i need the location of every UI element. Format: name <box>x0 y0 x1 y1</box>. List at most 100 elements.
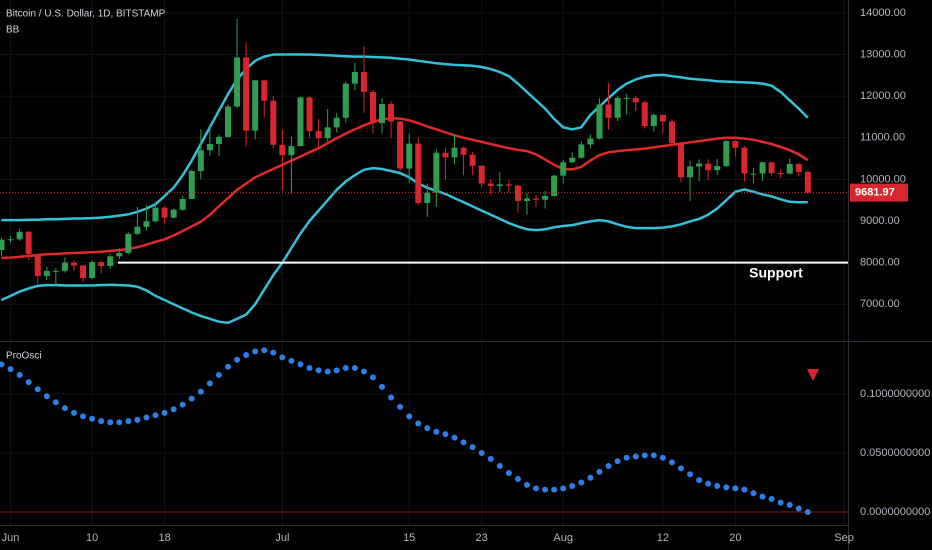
candle-body <box>197 150 204 172</box>
oscillator-dot <box>668 459 675 466</box>
candle-body <box>379 104 386 124</box>
candle-body <box>687 166 694 178</box>
oscillator-dot <box>433 428 440 435</box>
y-tick-label: 7000.00 <box>860 298 900 310</box>
candle-body <box>80 265 87 278</box>
y-tick-label: 8000.00 <box>860 257 900 269</box>
candle-body <box>587 138 594 145</box>
oscillator-dot <box>225 363 231 370</box>
y-tick-label: 11000.00 <box>860 132 905 144</box>
candle-body <box>750 173 757 175</box>
candle-body <box>70 262 77 266</box>
candle-body <box>804 171 811 193</box>
oscillator-dot <box>134 416 141 423</box>
oscillator-dot <box>614 458 621 465</box>
candle-body <box>623 97 630 99</box>
x-tick-label: 23 <box>476 532 488 544</box>
candle-body <box>98 262 105 266</box>
oscillator-dot <box>206 380 213 387</box>
oscillator-dot <box>487 455 494 462</box>
candle-body <box>225 106 231 137</box>
candle-body <box>605 104 612 118</box>
signal-arrow <box>807 369 819 381</box>
oscillator-dot <box>342 364 349 371</box>
oscillator-dot <box>270 349 277 356</box>
oscillator-dot <box>542 486 549 493</box>
candle-body <box>152 207 159 222</box>
candle-body <box>143 221 150 227</box>
candle-body <box>741 147 748 174</box>
candle-body <box>351 71 358 84</box>
candle-body <box>786 163 793 174</box>
oscillator-dot <box>16 372 23 379</box>
candle-body <box>188 171 195 199</box>
candle-body <box>297 97 304 147</box>
oscillator-dot <box>360 368 367 375</box>
oscillator-dot <box>107 419 114 426</box>
oscillator-dot <box>768 496 775 503</box>
y-tick-label: 0.0000000000 <box>860 506 930 518</box>
candle-body <box>424 192 431 204</box>
last-price-box <box>850 183 908 202</box>
candle-body <box>306 97 313 132</box>
candle-body <box>52 270 59 272</box>
x-tick-label: 15 <box>403 532 415 544</box>
oscillator-dot <box>288 357 295 364</box>
candle-body <box>659 114 666 122</box>
candle-body <box>61 262 68 271</box>
candle-body <box>514 185 521 202</box>
oscillator-dot <box>451 434 458 441</box>
x-tick-label: 18 <box>158 532 170 544</box>
candle-body <box>107 256 114 266</box>
y-tick-label: 13000.00 <box>860 48 906 60</box>
candle-body <box>397 121 404 169</box>
candle-body <box>560 162 567 176</box>
candle-body <box>25 231 32 254</box>
oscillator-dot <box>786 501 793 508</box>
oscillator-dot <box>333 367 340 374</box>
candle-body <box>650 114 657 127</box>
candle-body <box>795 163 802 172</box>
oscillator-dot <box>424 425 431 432</box>
y-tick-label: 9000.00 <box>860 215 900 227</box>
oscillator-dot <box>596 468 603 475</box>
x-tick-label: 20 <box>729 532 741 544</box>
candle-body <box>243 57 250 131</box>
oscillator-dot <box>89 415 96 422</box>
candle-body <box>333 117 340 128</box>
oscillator-dot <box>379 383 386 390</box>
oscillator-dot <box>523 481 530 488</box>
chart-title: Bitcoin / U.S. Dollar, 1D, BITSTAMP <box>6 9 166 20</box>
oscillator-dot <box>152 412 159 419</box>
candle-body <box>433 152 440 193</box>
oscillator-dot <box>714 483 721 490</box>
candle-body <box>125 233 132 254</box>
oscillator-dot <box>623 454 630 461</box>
x-tick-label: 10 <box>86 532 98 544</box>
oscillator-dot <box>687 471 694 478</box>
plot-layer: Support <box>0 0 848 525</box>
oscillator-dot <box>161 409 168 416</box>
oscillator-dot <box>215 372 222 379</box>
oscillator-dot <box>61 405 68 412</box>
candle-body <box>714 166 721 171</box>
oscillator-dot <box>795 505 802 512</box>
candle-body <box>415 143 422 204</box>
oscillator-dot <box>560 485 567 492</box>
y-tick-label: 10000.00 <box>860 173 906 185</box>
oscillator-dot <box>351 364 358 371</box>
oscillator-dot <box>315 367 322 374</box>
candle-body <box>542 196 549 200</box>
oscillator-dot <box>569 483 576 490</box>
x-tick-label: Jul <box>275 532 289 544</box>
candle-body <box>768 162 775 174</box>
oscillator-dot <box>496 462 503 469</box>
candle-body <box>533 198 540 200</box>
oscillator-dot <box>34 386 41 393</box>
oscillator-dot <box>406 413 413 420</box>
oscillator-dot <box>750 490 757 497</box>
oscillator-dot <box>197 388 204 395</box>
candle-body <box>16 231 23 240</box>
candle-body <box>759 162 766 174</box>
